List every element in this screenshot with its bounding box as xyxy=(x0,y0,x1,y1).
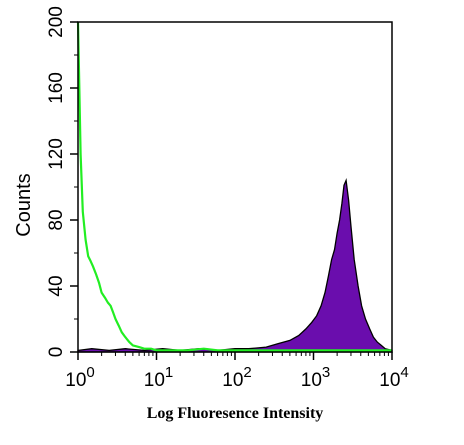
plot-area xyxy=(76,21,393,353)
y-tick-label: 200 xyxy=(46,6,67,38)
x-axis-label: Log Fluoresence Intensity xyxy=(147,405,324,422)
y-tick-label: 120 xyxy=(46,138,67,170)
y-axis: 0 40 80 120 160 200 xyxy=(46,6,78,357)
y-axis-label: Counts xyxy=(13,173,35,236)
y-tick-label: 40 xyxy=(46,275,67,296)
series-1-line xyxy=(76,21,392,352)
x-tick-label: 100 xyxy=(65,364,94,391)
x-tick-label: 101 xyxy=(144,364,173,391)
x-axis: 100 101 102 103 104 xyxy=(65,352,409,391)
x-tick-label: 103 xyxy=(301,364,330,391)
y-tick-label: 0 xyxy=(46,347,67,358)
y-tick-label: 80 xyxy=(46,209,67,230)
series-0-area xyxy=(77,177,393,353)
y-tick-label: 160 xyxy=(46,72,67,104)
x-tick-label: 102 xyxy=(222,364,251,391)
x-tick-label: 104 xyxy=(379,364,408,391)
